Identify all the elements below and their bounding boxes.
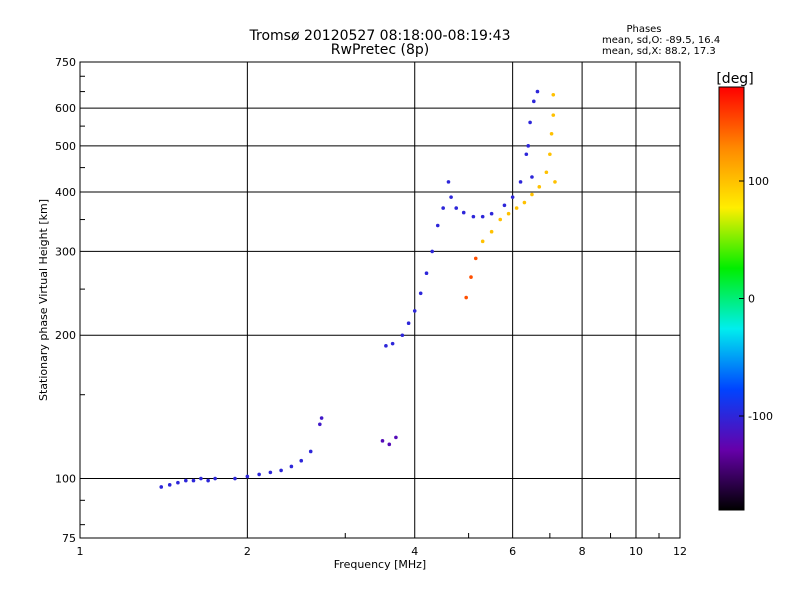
- data-point: [387, 442, 392, 447]
- data-point: [526, 144, 531, 148]
- data-point: [412, 309, 417, 313]
- y-tick-label: 300: [55, 245, 76, 258]
- data-point: [544, 170, 549, 175]
- data-point: [199, 476, 203, 481]
- data-point: [522, 200, 527, 205]
- x-tick-label: 4: [411, 545, 418, 558]
- data-point: [514, 206, 519, 210]
- colorbar-tick-label: -100: [748, 410, 773, 423]
- data-point: [518, 180, 523, 184]
- data-point: [480, 214, 485, 219]
- data-point: [257, 472, 261, 477]
- x-tick-label: 2: [244, 545, 251, 558]
- data-point: [245, 474, 250, 479]
- data-point: [394, 435, 398, 440]
- data-point: [430, 249, 434, 254]
- data-point: [530, 175, 534, 179]
- x-tick-label: 8: [579, 545, 586, 558]
- grid-lines: [80, 62, 680, 538]
- data-point: [461, 210, 466, 215]
- data-point: [390, 341, 395, 346]
- x-tick-label: 1: [77, 545, 84, 558]
- data-point: [454, 206, 459, 210]
- data-point: [435, 223, 440, 228]
- colorbar-ticks: -100 0 100: [739, 175, 773, 423]
- data-point: [473, 256, 478, 261]
- data-point: [449, 195, 453, 199]
- data-point: [537, 185, 542, 189]
- data-point: [299, 458, 304, 463]
- x-tick-label: 12: [673, 545, 687, 558]
- data-point: [308, 449, 313, 454]
- data-point: [441, 206, 445, 210]
- y-tick-label: 750: [55, 56, 76, 69]
- data-point: [418, 291, 423, 296]
- data-point: [551, 113, 556, 117]
- plot-area: [79, 61, 681, 539]
- x-axis-label: Frequency [MHz]: [334, 558, 426, 571]
- x-tick-label: 6: [509, 545, 516, 558]
- data-point: [206, 478, 210, 483]
- data-point: [289, 464, 294, 469]
- data-point: [406, 321, 411, 325]
- phase-stats-title: Phases: [626, 24, 661, 35]
- data-point: [400, 333, 405, 338]
- data-point: [553, 180, 557, 184]
- data-point: [528, 120, 532, 125]
- x-axis-ticks: 1 2 4 6 8 10 12: [77, 533, 687, 558]
- data-point: [424, 271, 429, 276]
- data-point: [506, 211, 511, 216]
- data-point: [446, 180, 451, 184]
- data-point: [524, 152, 529, 157]
- data-point: [532, 99, 536, 104]
- data-point: [489, 211, 494, 216]
- data-point: [530, 192, 534, 197]
- data-point: [318, 422, 322, 427]
- data-point: [480, 239, 485, 244]
- data-point: [535, 89, 540, 94]
- data-point: [380, 439, 385, 443]
- y-tick-label: 600: [55, 102, 76, 115]
- colorbar-tick-label: 0: [748, 293, 755, 306]
- data-point: [176, 480, 180, 485]
- data-point: [551, 92, 556, 97]
- phase-stats-line-x: mean, sd,X: 88.2, 17.3: [602, 46, 716, 57]
- chart-subtitle: RwPretec (8p): [331, 42, 429, 58]
- data-point: [471, 214, 476, 219]
- chart-title: Tromsø 20120527 08:18:00-08:19:43: [249, 28, 511, 44]
- data-point: [489, 229, 494, 234]
- y-tick-label: 500: [55, 140, 76, 153]
- data-point: [384, 344, 388, 348]
- colorbar-tick-label: 100: [748, 175, 769, 188]
- data-points: [159, 89, 557, 489]
- data-point: [167, 483, 172, 487]
- data-point: [213, 476, 217, 481]
- phase-stats-line-o: mean, sd,O: -89.5, 16.4: [602, 35, 720, 46]
- data-point: [319, 416, 324, 420]
- data-point: [191, 478, 196, 483]
- data-point: [268, 470, 273, 475]
- y-tick-label: 400: [55, 186, 76, 199]
- data-point: [502, 203, 507, 208]
- y-tick-label: 100: [55, 473, 76, 486]
- data-point: [279, 468, 283, 473]
- y-axis-label: Stationary phase Virtual Height [km]: [37, 199, 50, 401]
- data-point: [159, 485, 164, 489]
- data-point: [469, 275, 473, 279]
- data-point: [184, 478, 188, 483]
- data-point: [510, 195, 515, 199]
- x-tick-label: 10: [629, 545, 643, 558]
- data-point: [464, 295, 468, 300]
- data-point: [548, 152, 552, 157]
- y-tick-label: 200: [55, 329, 76, 342]
- y-axis-ticks: 75 100 200 300 400 500 600 750: [55, 56, 85, 545]
- y-tick-label: 75: [62, 532, 76, 545]
- data-point: [549, 131, 554, 136]
- data-point: [498, 217, 503, 222]
- data-point: [233, 476, 237, 481]
- colorbar-label: [deg]: [716, 71, 753, 87]
